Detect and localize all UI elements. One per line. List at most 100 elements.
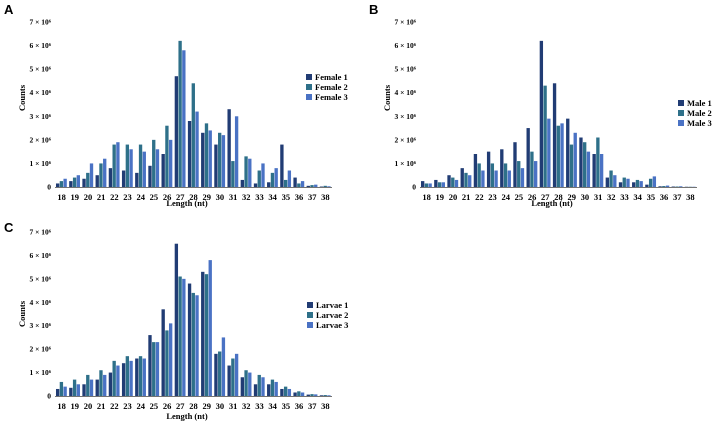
legend-swatch (678, 110, 684, 116)
bar (208, 260, 212, 396)
bar (293, 392, 297, 396)
y-axis-label: Counts (17, 300, 27, 327)
bar (191, 292, 195, 396)
bar (69, 387, 73, 396)
x-tick-label: 32 (242, 401, 251, 411)
bar (454, 179, 459, 187)
bar (182, 278, 186, 396)
bar (82, 384, 86, 396)
legend-entry: Female 2 (315, 82, 348, 92)
bar (556, 125, 560, 187)
x-tick-label: 34 (633, 192, 642, 202)
panel-c-chart: C Counts Length (nt) 0 1 × 10⁶ 2 × 10⁶ 3 × … (4, 220, 348, 421)
bar (244, 370, 248, 396)
x-tick-label: 23 (123, 401, 132, 411)
bar (121, 363, 126, 396)
bar (95, 379, 99, 396)
x-tick-label: 30 (216, 401, 225, 411)
bar (464, 172, 468, 187)
y-tick-label: 1 × 10⁶ (394, 159, 416, 168)
legend-swatch (678, 100, 684, 106)
x-tick-label: 28 (189, 192, 198, 202)
x-tick-label: 27 (176, 401, 185, 411)
bar (244, 156, 248, 187)
bar (481, 170, 485, 187)
x-tick-label: 26 (528, 192, 537, 202)
bar (168, 323, 173, 396)
x-tick-label: 35 (282, 192, 291, 202)
y-tick-label: 7 × 10⁶ (29, 228, 51, 237)
x-tick-label: 23 (123, 192, 132, 202)
bar (300, 392, 305, 396)
legend-swatch (306, 84, 312, 90)
bar (152, 342, 156, 396)
y-tick-label: 4 × 10⁶ (29, 88, 51, 97)
bar (310, 185, 314, 187)
bar (112, 360, 116, 396)
bar (486, 151, 491, 187)
bar (543, 85, 547, 187)
y-tick-label: 1 × 10⁶ (29, 368, 51, 377)
bar (267, 182, 271, 187)
bar (626, 178, 630, 187)
bar (174, 243, 179, 396)
bar (306, 394, 310, 396)
y-tick-label: 0 (47, 392, 51, 401)
y-tick-label: 3 × 10⁶ (394, 112, 416, 121)
x-axis-label: Length (nt) (531, 198, 572, 208)
bar (55, 183, 60, 187)
bar (195, 295, 199, 396)
x-tick-label: 18 (422, 192, 431, 202)
bar (89, 163, 94, 187)
bar (270, 379, 275, 396)
bar (437, 182, 442, 187)
bar (613, 175, 617, 187)
bar (221, 135, 226, 187)
x-tick-label: 36 (295, 192, 304, 202)
x-tick-label: 32 (242, 192, 251, 202)
bar (622, 177, 626, 187)
x-tick-label: 36 (660, 192, 669, 202)
x-tick-label: 25 (150, 401, 159, 411)
y-tick-label: 2 × 10⁶ (29, 345, 51, 354)
bar (99, 163, 103, 187)
bar (231, 358, 235, 396)
bar (586, 151, 591, 187)
bar (201, 271, 205, 396)
y-axis-label: Counts (17, 84, 27, 111)
x-tick-label: 37 (308, 401, 317, 411)
bar (55, 388, 60, 396)
legend-entry: Male 1 (687, 98, 712, 108)
x-tick-label: 25 (150, 192, 159, 202)
bar (161, 309, 165, 396)
legend-entry: Larvae 1 (316, 300, 348, 310)
bar (165, 330, 169, 396)
bar (240, 179, 244, 187)
bar (76, 384, 80, 396)
legend-entry: Male 3 (687, 118, 712, 128)
bar (583, 142, 587, 187)
bar (441, 182, 445, 187)
bar (662, 186, 666, 187)
bar (204, 123, 209, 187)
bar (267, 384, 271, 396)
panel-letter: A (4, 2, 14, 17)
bar (112, 144, 116, 187)
bar (59, 381, 64, 396)
bar (639, 181, 643, 187)
y-tick-label: 5 × 10⁶ (29, 274, 51, 283)
bar (287, 388, 292, 396)
bar (121, 170, 126, 187)
bar (82, 178, 86, 187)
y-tick-label: 6 × 10⁶ (29, 251, 51, 260)
x-tick-label: 38 (686, 192, 695, 202)
bar (658, 186, 662, 187)
bar (283, 179, 288, 187)
bar (270, 172, 275, 187)
y-tick-label: 5 × 10⁶ (29, 65, 51, 74)
bar (63, 386, 67, 396)
bar (218, 351, 222, 396)
bar (297, 391, 301, 396)
bar (287, 170, 292, 187)
bar (253, 183, 258, 187)
